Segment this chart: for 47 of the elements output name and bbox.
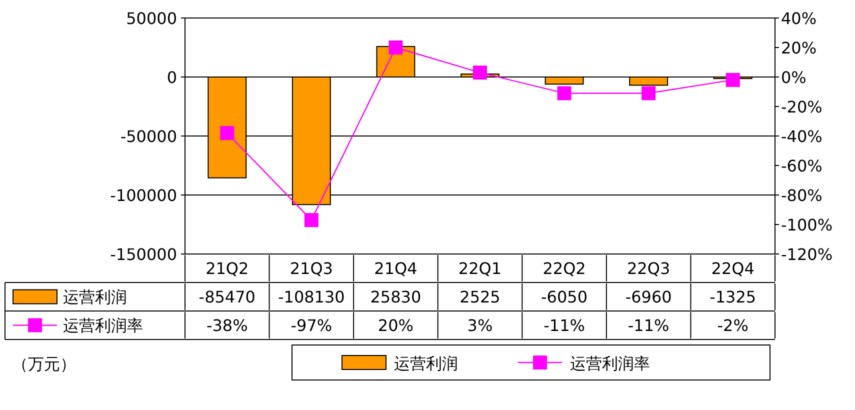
data-label: 2525 <box>460 288 500 306</box>
legend-label: 运营利润率 <box>63 316 143 335</box>
data-label: -11% <box>544 316 585 335</box>
y2-tick-label: -60% <box>781 156 822 176</box>
data-label: -97% <box>290 316 332 335</box>
data-label: -6050 <box>541 288 588 306</box>
point <box>726 72 740 87</box>
point <box>557 86 572 100</box>
data-label: -2% <box>717 316 748 335</box>
x-tick-label: 21Q2 <box>206 259 249 278</box>
x-tick-label: 22Q1 <box>458 259 502 278</box>
point <box>473 66 487 80</box>
text: （万元） <box>12 354 76 374</box>
x-tick-label: 22Q3 <box>627 259 670 278</box>
y-tick-label: -100000 <box>110 186 177 205</box>
text: 运营利润 <box>394 354 458 373</box>
text: 运营利润率 <box>570 354 650 373</box>
data-label: 20% <box>378 316 414 335</box>
data-label: 3% <box>467 316 493 335</box>
data-label: 25830 <box>370 288 422 306</box>
data-label: -1325 <box>710 288 756 306</box>
point <box>220 126 234 140</box>
x-tick-label: 22Q4 <box>711 259 754 278</box>
y2-tick-label: 40% <box>781 9 817 28</box>
data-label: -85470 <box>198 288 256 306</box>
point <box>304 213 318 228</box>
y2-tick-label: -40% <box>781 127 822 146</box>
x-tick-label: 22Q2 <box>542 259 586 278</box>
y-tick-label: -150000 <box>110 245 177 264</box>
data-label: -11% <box>628 316 670 335</box>
point <box>388 40 403 54</box>
y2-tick-label: 20% <box>781 38 817 58</box>
y-tick-label: -50000 <box>120 127 177 146</box>
data-label: -108130 <box>278 288 345 306</box>
point <box>642 86 656 100</box>
y-tick-label: 50000 <box>126 9 177 28</box>
y-tick-label: 0 <box>166 68 177 87</box>
y2-tick-label: 0% <box>781 68 806 87</box>
y2-tick-label: -20% <box>781 98 822 116</box>
y2-tick-label: -120% <box>781 245 833 264</box>
legend-label: 运营利润 <box>63 288 127 306</box>
y2-tick-label: -100% <box>781 216 833 234</box>
data-label: -38% <box>206 316 248 335</box>
data-label: -6960 <box>625 288 672 306</box>
x-tick-label: 21Q3 <box>290 259 333 278</box>
x-tick-label: 21Q4 <box>374 259 418 278</box>
y2-tick-label: -80% <box>781 186 822 205</box>
